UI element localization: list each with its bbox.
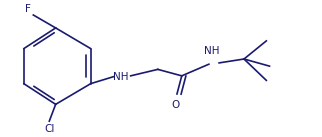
Text: F: F (25, 4, 31, 14)
Text: NH: NH (204, 46, 220, 56)
Text: Cl: Cl (44, 124, 54, 134)
Text: O: O (171, 100, 179, 110)
Text: NH: NH (113, 72, 129, 82)
